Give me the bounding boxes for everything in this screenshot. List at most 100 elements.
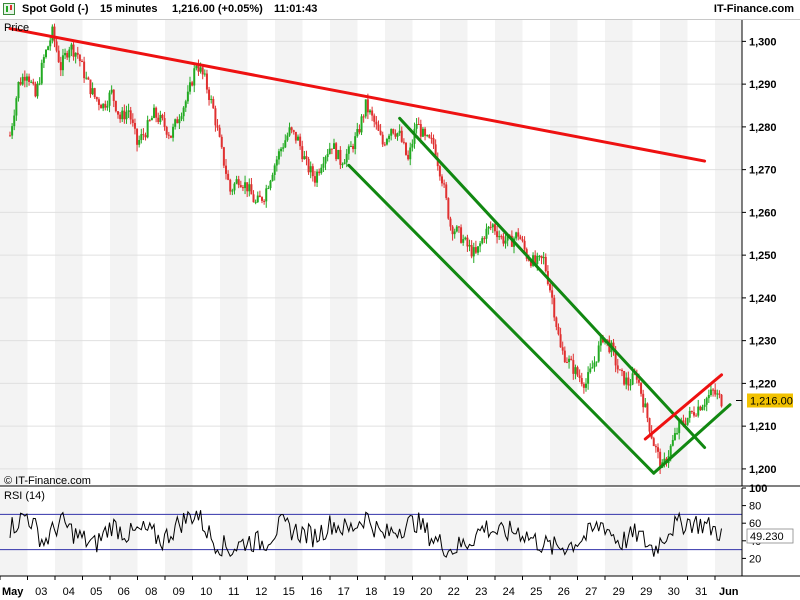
candle-body xyxy=(424,128,427,136)
candle-body xyxy=(587,372,590,384)
candle-body xyxy=(210,98,213,100)
candle-body xyxy=(49,40,52,47)
candle-body xyxy=(136,128,139,145)
candle-body xyxy=(428,135,431,138)
candle-body xyxy=(66,52,69,58)
candle-body xyxy=(570,358,573,361)
candle-body xyxy=(28,76,31,82)
price-tick-label: 1,240 xyxy=(749,293,777,305)
candle-body xyxy=(468,245,471,247)
candle-body xyxy=(686,417,689,425)
candle-body xyxy=(25,76,28,81)
candle-body xyxy=(576,367,579,376)
candle-body xyxy=(688,410,691,418)
candle-body xyxy=(699,406,702,411)
candle-body xyxy=(635,373,638,380)
candle-body xyxy=(574,367,577,374)
trendline-channel-lower[interactable] xyxy=(347,163,656,475)
candle-body xyxy=(565,362,568,364)
candle-body xyxy=(239,185,242,188)
candle-body xyxy=(237,179,240,186)
candle-body xyxy=(568,358,571,363)
candle-body xyxy=(379,130,382,135)
candle-body xyxy=(23,76,26,81)
candle-body xyxy=(669,445,672,457)
candle-body xyxy=(523,240,526,250)
trendline-short-term-lower[interactable] xyxy=(652,403,732,475)
candle-body xyxy=(557,326,560,335)
day-stripe xyxy=(550,20,578,486)
candle-body xyxy=(371,110,374,116)
candle-body xyxy=(165,126,168,135)
candle-body xyxy=(47,46,50,50)
candle-body xyxy=(358,129,361,133)
time-tick-label: 06 xyxy=(118,586,130,598)
candle-body xyxy=(701,406,704,411)
candle-body xyxy=(402,141,405,143)
price-tick-label: 1,290 xyxy=(749,79,777,91)
price-change: 1,216.00 (+0.05%) xyxy=(172,3,263,15)
price-tick-label: 1,270 xyxy=(749,165,777,177)
candle-body xyxy=(299,136,302,147)
candle-body xyxy=(519,236,522,240)
time-tick-label: 27 xyxy=(585,586,597,598)
candle-body xyxy=(303,156,306,160)
time-tick-label: 04 xyxy=(63,586,75,598)
time-tick-label: 12 xyxy=(255,586,267,598)
candle-body xyxy=(203,73,206,75)
candle-body xyxy=(690,410,693,413)
candle-body xyxy=(544,256,547,272)
day-stripe xyxy=(220,20,248,486)
candle-body xyxy=(405,142,407,155)
interval-label: 15 minutes xyxy=(100,3,158,15)
candle-body xyxy=(146,120,149,138)
candle-body xyxy=(324,157,327,164)
day-stripe xyxy=(0,20,28,486)
rsi-value-tag: 49.230 xyxy=(746,528,794,544)
candle-body xyxy=(216,125,219,128)
candle-body xyxy=(529,260,532,266)
trendline-resistance[interactable] xyxy=(8,27,707,163)
time-tick-label: 31 xyxy=(695,586,707,598)
candle-body xyxy=(322,163,325,168)
candle-body xyxy=(131,119,134,123)
candle-body xyxy=(55,41,58,51)
candle-body xyxy=(502,236,505,244)
time-tick-label: 09 xyxy=(173,586,185,598)
candle-body xyxy=(227,173,230,180)
candle-body xyxy=(42,57,45,63)
trendline-short-term-upper[interactable] xyxy=(643,373,724,441)
candle-body xyxy=(11,126,14,136)
rsi-panel: 20406080100 xyxy=(0,483,800,577)
candle-body xyxy=(214,108,217,126)
time-tick-label: 17 xyxy=(338,586,350,598)
candle-body xyxy=(369,110,371,113)
candle-body xyxy=(220,136,223,148)
trendline-channel-upper[interactable] xyxy=(398,116,707,450)
candle-body xyxy=(201,67,204,75)
chart-type-icon[interactable] xyxy=(3,3,15,15)
brand-label: IT-Finance.com xyxy=(713,3,794,15)
candle-body xyxy=(396,133,399,137)
last-price-label: 1,216.00 xyxy=(750,395,793,407)
candle-body xyxy=(394,133,397,137)
candle-body xyxy=(671,439,674,446)
time-label: 11:01:43 xyxy=(274,3,318,15)
day-stripe xyxy=(495,20,523,486)
candle-body xyxy=(307,158,310,173)
candle-body xyxy=(38,83,41,85)
price-tick-label: 1,260 xyxy=(749,207,777,219)
candle-body xyxy=(411,143,414,148)
time-tick-label: 23 xyxy=(475,586,487,598)
candle-body xyxy=(32,81,35,84)
last-price-tag-bg xyxy=(747,393,793,408)
day-stripe xyxy=(110,488,138,576)
candle-body xyxy=(208,89,211,100)
candle-body xyxy=(330,148,333,150)
candle-body xyxy=(591,367,594,369)
candle-body xyxy=(697,406,700,416)
candle-body xyxy=(676,433,679,435)
candle-body xyxy=(76,52,79,55)
candle-body xyxy=(472,247,475,257)
candle-body xyxy=(195,65,198,69)
